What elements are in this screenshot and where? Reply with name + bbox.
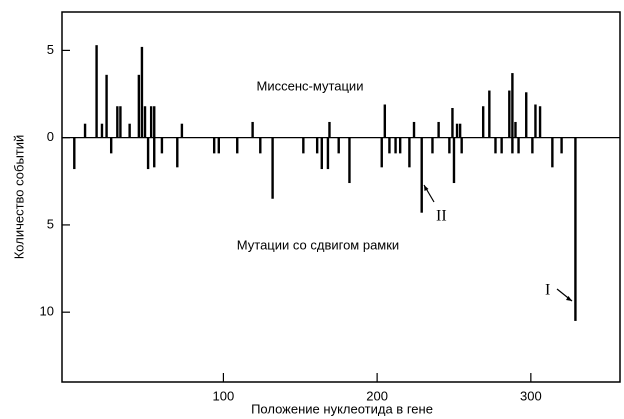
bar [560, 137, 563, 154]
bar [149, 106, 153, 138]
bar [95, 45, 98, 138]
bar [119, 106, 122, 138]
y-tick-label: 0 [47, 129, 54, 144]
x-tick-label: 300 [520, 388, 542, 403]
bar [137, 74, 141, 138]
bar [511, 73, 514, 138]
bar [348, 137, 351, 184]
bar [326, 137, 330, 170]
y-tick-label: 5 [47, 42, 54, 57]
bar [153, 137, 156, 168]
y-tick-label: 5 [47, 216, 54, 231]
bar [534, 104, 537, 138]
bar [551, 137, 554, 168]
annotation-arrowhead [424, 185, 429, 191]
annotation: I [545, 282, 550, 299]
bar [302, 137, 305, 154]
bar [458, 123, 462, 138]
bar [83, 123, 87, 138]
bar [116, 106, 119, 138]
bar [128, 123, 131, 138]
bar [408, 137, 411, 168]
bar [431, 137, 434, 154]
bar [212, 137, 216, 154]
bar [176, 137, 179, 168]
bar [146, 137, 150, 170]
bar [412, 121, 416, 138]
bar [455, 123, 459, 138]
bar [531, 137, 534, 154]
bar [452, 137, 456, 184]
bar [420, 137, 423, 213]
bar [315, 137, 319, 154]
bar [437, 121, 440, 138]
bar [451, 107, 454, 138]
bar [525, 92, 528, 138]
bar [481, 106, 485, 138]
bar [251, 121, 254, 138]
bar [180, 123, 184, 138]
plot-frame [61, 11, 621, 383]
bar [73, 137, 76, 170]
bar [105, 74, 108, 138]
bar [217, 137, 220, 154]
x-tick-label: 100 [213, 388, 235, 403]
y-tick-label: 10 [40, 304, 54, 319]
bar [337, 137, 340, 154]
bar [494, 137, 497, 154]
annotation-arrowhead [566, 296, 572, 301]
bar [394, 137, 397, 154]
series-label: Миссенс-мутации [257, 78, 364, 93]
bar [320, 137, 323, 170]
bar [380, 137, 383, 168]
bar [160, 137, 164, 154]
bar [448, 137, 451, 154]
bar [271, 137, 274, 199]
bar [517, 137, 520, 154]
bar [383, 104, 387, 138]
bar [109, 137, 113, 154]
bar [153, 106, 156, 138]
bar [236, 137, 239, 154]
bar [259, 137, 262, 154]
series-label: Мутации со сдвигом рамки [237, 237, 399, 252]
bar [508, 90, 511, 138]
bar [388, 137, 391, 154]
annotation: II [436, 208, 447, 225]
y-axis-label: Количество событий [11, 135, 26, 260]
bar [398, 137, 402, 154]
x-tick-label: 200 [366, 388, 388, 403]
bar [488, 90, 491, 138]
x-axis-label: Положение нуклеотида в гене [251, 401, 433, 416]
bar [140, 46, 144, 138]
bar [514, 121, 517, 138]
bar [460, 137, 463, 154]
bar [328, 121, 331, 138]
bar [500, 137, 503, 154]
bar [538, 106, 542, 138]
bar [143, 106, 147, 138]
bar [100, 123, 104, 138]
bar [574, 137, 577, 321]
bar [511, 137, 514, 154]
